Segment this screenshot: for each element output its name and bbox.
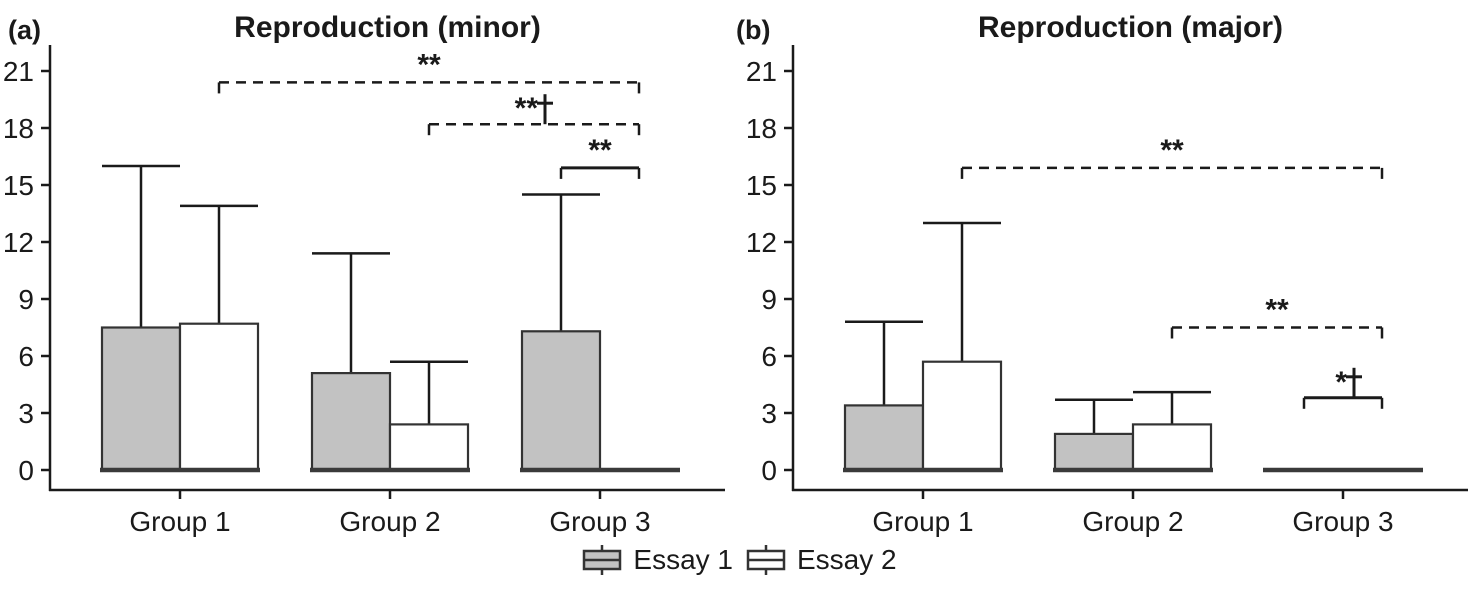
bar-essay2-group1 <box>178 322 260 472</box>
legend-item-essay2: Essay 2 <box>743 543 897 577</box>
y-tick-label: 6 <box>18 341 34 372</box>
y-tick-label: 18 <box>746 113 777 144</box>
sig-label: ** <box>515 92 539 125</box>
y-tick-label: 9 <box>18 284 34 315</box>
y-tick-label: 15 <box>746 170 777 201</box>
bar-essay1-group1 <box>843 404 925 472</box>
panel-a-title: Reproduction (minor) <box>234 11 541 44</box>
sig-label: ** <box>1160 134 1184 167</box>
y-tick-label: 12 <box>3 227 34 258</box>
sig-label: * <box>1335 366 1347 399</box>
bar-essay1-group3 <box>520 330 602 472</box>
boxplot-key-icon <box>583 545 622 575</box>
y-tick-label: 3 <box>18 398 34 429</box>
panel-a-label: (a) <box>8 15 41 45</box>
panel-b-label: (b) <box>736 15 771 45</box>
legend-label-essay1: Essay 1 <box>633 544 733 575</box>
sig-label: ** <box>588 134 612 167</box>
legend-label-essay2: Essay 2 <box>797 544 897 575</box>
bar-essay1-group2 <box>1053 432 1135 472</box>
legend-item-essay1: Essay 1 <box>579 543 733 577</box>
y-tick-label: 6 <box>761 341 777 372</box>
y-tick-label: 9 <box>761 284 777 315</box>
bar-essay1-group2 <box>310 372 392 472</box>
bar-essay1-group1 <box>100 326 182 472</box>
panel-b-title: Reproduction (major) <box>978 11 1283 44</box>
group-label: Group 2 <box>1082 506 1183 537</box>
y-tick-label: 15 <box>3 170 34 201</box>
group-label: Group 2 <box>339 506 440 537</box>
y-tick-label: 0 <box>761 455 777 486</box>
boxplot-key-icon <box>746 545 786 575</box>
y-tick-label: 0 <box>18 455 34 486</box>
y-tick-label: 3 <box>761 398 777 429</box>
sig-label: ** <box>1265 294 1289 327</box>
y-tick-label: 12 <box>746 227 777 258</box>
y-tick-label: 21 <box>746 56 777 87</box>
sig-label: ** <box>417 48 441 81</box>
group-label: Group 1 <box>129 506 230 537</box>
y-tick-label: 18 <box>3 113 34 144</box>
legend: Essay 1 Essay 2 <box>0 543 1476 577</box>
group-label: Group 3 <box>549 506 650 537</box>
bar-essay2-group2 <box>388 423 470 472</box>
bar-essay2-group1 <box>921 360 1003 472</box>
group-label: Group 3 <box>1292 506 1393 537</box>
y-tick-label: 21 <box>3 56 34 87</box>
bar-essay2-group2 <box>1131 423 1213 472</box>
group-label: Group 1 <box>872 506 973 537</box>
